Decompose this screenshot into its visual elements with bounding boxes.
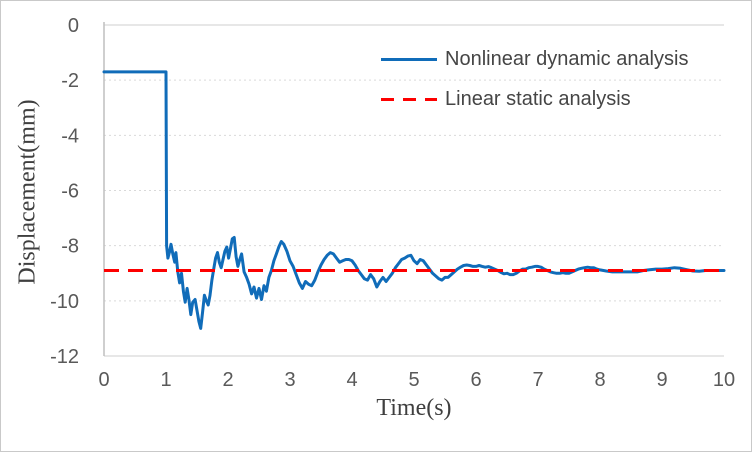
legend-item-linear-static: Linear static analysis xyxy=(381,83,688,115)
x-tick-label: 9 xyxy=(656,369,667,391)
x-tick-label: 8 xyxy=(594,369,605,391)
legend-solid-line-icon xyxy=(381,57,437,61)
y-tick-label: 0 xyxy=(68,15,79,37)
x-tick-label: 5 xyxy=(408,369,419,391)
y-tick-label: -8 xyxy=(61,236,79,258)
y-tick-label: -12 xyxy=(50,346,79,368)
x-tick-label: 3 xyxy=(284,369,295,391)
legend-label-linear-static: Linear static analysis xyxy=(445,87,631,110)
y-axis-title: Displacement(mm) xyxy=(14,99,41,285)
x-tick-label: 10 xyxy=(713,369,735,391)
x-tick-label: 0 xyxy=(98,369,109,391)
legend-dashed-line-icon xyxy=(381,97,437,101)
x-tick-label: 2 xyxy=(222,369,233,391)
y-tick-label: -2 xyxy=(61,70,79,92)
y-tick-label: -4 xyxy=(61,125,79,147)
y-tick-label: -6 xyxy=(61,181,79,203)
series-nonlinear-dynamic-line xyxy=(102,70,726,330)
legend-item-nonlinear-dynamic: Nonlinear dynamic analysis xyxy=(381,43,688,75)
x-tick-label: 4 xyxy=(346,369,357,391)
x-tick-label: 7 xyxy=(532,369,543,391)
x-tick-label: 1 xyxy=(160,369,171,391)
x-axis-title: Time(s) xyxy=(376,395,452,421)
legend: Nonlinear dynamic analysis Linear static… xyxy=(381,43,688,123)
x-tick-label: 6 xyxy=(470,369,481,391)
legend-label-nonlinear-dynamic: Nonlinear dynamic analysis xyxy=(445,47,689,70)
y-tick-label: -10 xyxy=(50,291,79,313)
